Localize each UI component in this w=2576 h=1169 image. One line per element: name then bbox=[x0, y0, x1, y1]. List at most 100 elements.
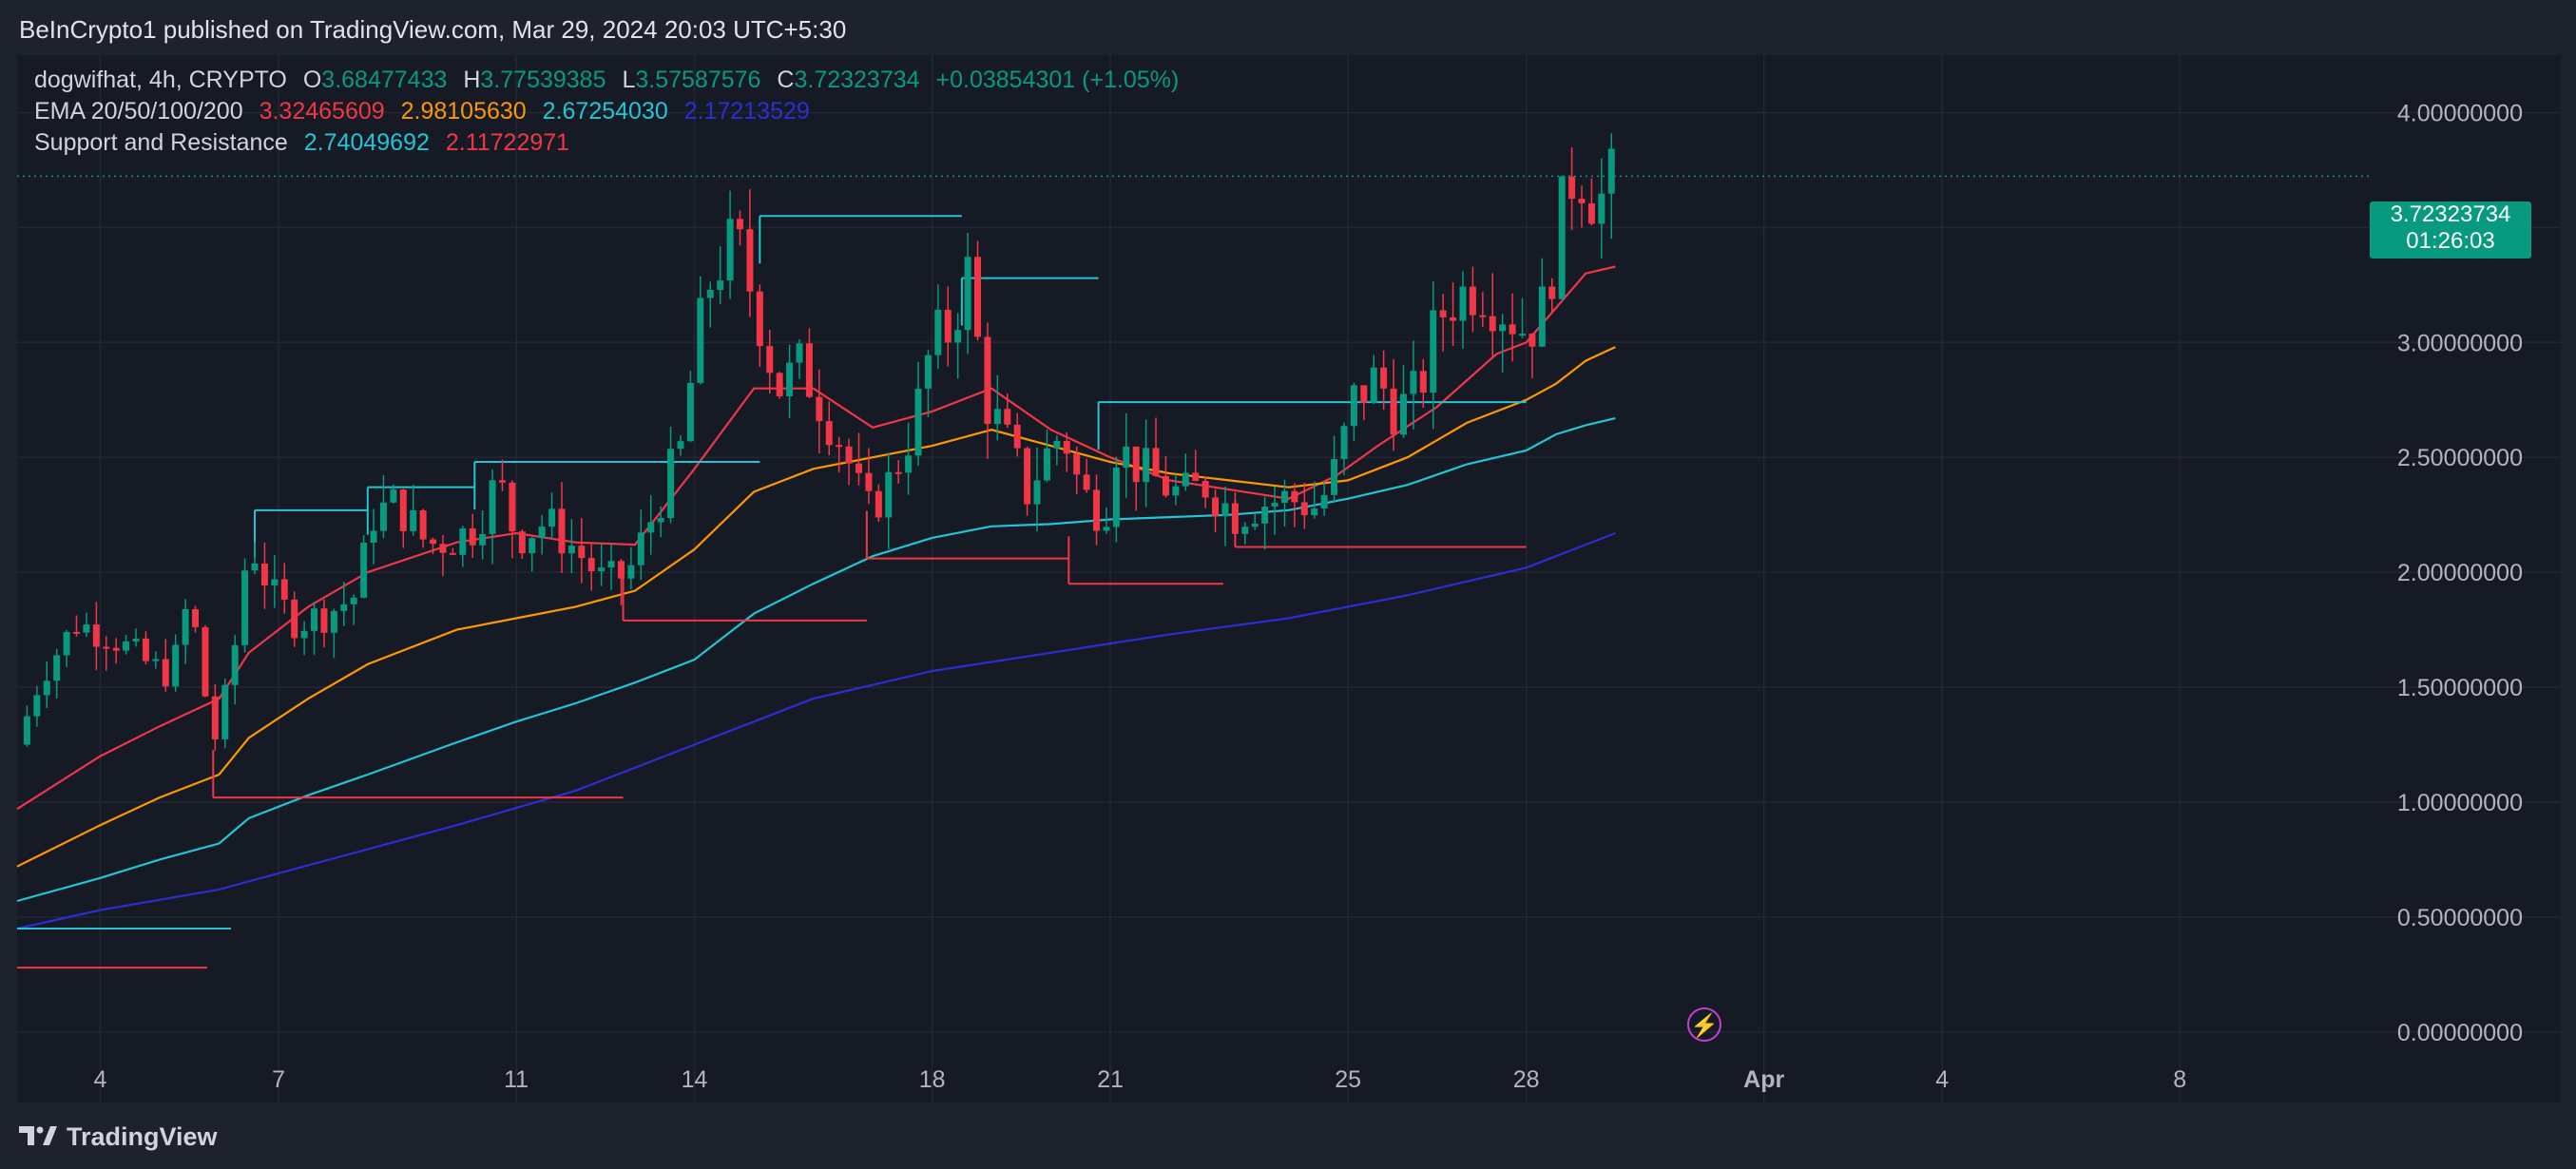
candle bbox=[152, 659, 160, 661]
symbol-label[interactable]: dogwifhat, 4h, CRYPTO bbox=[34, 67, 287, 93]
candle bbox=[1558, 176, 1566, 299]
close-label: C3.72323734 bbox=[777, 67, 929, 93]
chart-panel[interactable] bbox=[17, 55, 2561, 1102]
candle bbox=[538, 527, 546, 539]
candle bbox=[1331, 459, 1338, 495]
open-key: O bbox=[302, 67, 322, 93]
candle bbox=[1172, 486, 1180, 496]
tradingview-logo[interactable]: TradingView bbox=[19, 1122, 218, 1151]
x-tick-label: 7 bbox=[272, 1066, 285, 1093]
published-info: BeInCrypto1 published on TradingView.com… bbox=[19, 15, 847, 44]
candle bbox=[221, 684, 229, 739]
support-value: 2.11722971 bbox=[445, 129, 570, 156]
candle bbox=[954, 330, 962, 343]
candle bbox=[1450, 316, 1457, 321]
candle bbox=[1370, 367, 1377, 403]
candle bbox=[756, 291, 763, 347]
candle bbox=[192, 609, 200, 627]
candle bbox=[1201, 480, 1209, 498]
ohlc-legend[interactable]: dogwifhat, 4h, CRYPTO O3.68477433 H3.775… bbox=[34, 67, 1188, 94]
candle bbox=[914, 388, 922, 456]
candle bbox=[1112, 467, 1120, 527]
ema100-value: 2.67254030 bbox=[542, 98, 668, 125]
y-tick-label: 1.50000000 bbox=[2397, 675, 2523, 701]
candle bbox=[637, 532, 644, 565]
candle bbox=[1143, 448, 1150, 483]
candle bbox=[529, 538, 536, 554]
candle bbox=[103, 646, 110, 649]
candle bbox=[667, 449, 675, 519]
candle bbox=[587, 558, 595, 572]
ema200-value: 2.17213529 bbox=[683, 98, 810, 125]
candle bbox=[1291, 490, 1298, 503]
lightning-icon[interactable]: ⚡ bbox=[1687, 1007, 1721, 1042]
ema200-line bbox=[16, 531, 1616, 930]
candle bbox=[905, 455, 913, 473]
y-tick-label: 2.00000000 bbox=[2397, 560, 2523, 586]
candle bbox=[993, 409, 1001, 425]
candle bbox=[776, 373, 783, 397]
candle bbox=[1410, 371, 1417, 394]
candle bbox=[1430, 310, 1437, 393]
open-value: 3.68477433 bbox=[321, 67, 448, 93]
candle bbox=[419, 509, 427, 540]
candle bbox=[211, 696, 219, 739]
candle bbox=[697, 297, 704, 383]
candle bbox=[43, 680, 50, 696]
candle bbox=[83, 624, 90, 633]
candle bbox=[647, 522, 655, 533]
candle bbox=[498, 480, 506, 483]
candle bbox=[132, 638, 140, 642]
bar-countdown: 01:26:03 bbox=[2406, 228, 2495, 254]
candle bbox=[567, 546, 575, 554]
open-label: O3.68477433 bbox=[303, 67, 457, 93]
x-tick-label: 14 bbox=[682, 1066, 708, 1093]
candle bbox=[855, 463, 863, 473]
candle bbox=[1538, 286, 1546, 347]
resistance-value: 2.74049692 bbox=[303, 129, 430, 156]
low-key: L bbox=[622, 67, 636, 93]
ema-label[interactable]: EMA 20/50/100/200 bbox=[34, 98, 243, 125]
candle bbox=[1024, 448, 1031, 505]
candle bbox=[726, 219, 734, 281]
candle bbox=[1548, 286, 1556, 299]
candle bbox=[1103, 527, 1110, 531]
candle bbox=[1509, 324, 1516, 335]
candle bbox=[1033, 480, 1041, 505]
candle bbox=[518, 531, 526, 554]
ema20-line bbox=[16, 265, 1616, 811]
high-label: H3.77539385 bbox=[463, 67, 615, 93]
candle bbox=[320, 608, 328, 633]
candle bbox=[786, 362, 794, 397]
candle bbox=[1063, 440, 1070, 454]
sr-legend[interactable]: Support and Resistance 2.74049692 2.1172… bbox=[34, 129, 579, 157]
ema-legend[interactable]: EMA 20/50/100/200 3.32465609 2.98105630 … bbox=[34, 98, 819, 125]
candle bbox=[1212, 497, 1220, 517]
candle bbox=[430, 539, 437, 545]
candle bbox=[1587, 202, 1595, 224]
candle bbox=[1568, 176, 1576, 200]
candle bbox=[1083, 474, 1090, 490]
close-key: C bbox=[777, 67, 795, 93]
x-tick-label: 11 bbox=[504, 1066, 529, 1093]
candle bbox=[1479, 315, 1487, 317]
high-key: H bbox=[463, 67, 481, 93]
candle bbox=[766, 346, 774, 374]
candle bbox=[686, 382, 694, 442]
candle bbox=[1053, 440, 1061, 449]
candle bbox=[816, 396, 823, 422]
sr-label[interactable]: Support and Resistance bbox=[34, 129, 288, 156]
candle bbox=[1221, 503, 1229, 517]
candle bbox=[1182, 472, 1189, 487]
y-tick-label: 1.00000000 bbox=[2397, 790, 2523, 816]
candle bbox=[1469, 286, 1476, 316]
candle bbox=[479, 533, 487, 546]
candle bbox=[894, 471, 902, 474]
x-tick-label: 18 bbox=[919, 1066, 946, 1093]
candle bbox=[92, 624, 100, 647]
candle bbox=[885, 471, 893, 518]
candle bbox=[112, 647, 120, 651]
candle bbox=[974, 257, 982, 337]
candle bbox=[677, 441, 684, 450]
